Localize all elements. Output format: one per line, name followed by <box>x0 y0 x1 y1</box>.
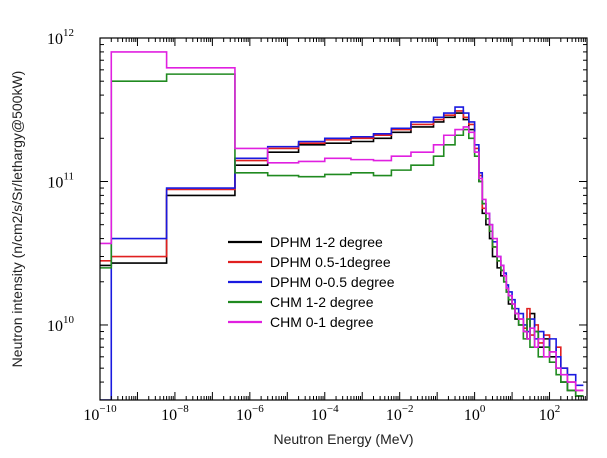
y-axis-label: Neutron intensity (n/cm2/s/Sr/lethargy@5… <box>9 71 25 368</box>
legend-label: DPHM 0-0.5 degree <box>270 274 395 290</box>
x-tick-label: 100 <box>464 403 486 424</box>
series-line-5 <box>100 51 584 392</box>
series-layer <box>100 51 584 400</box>
y-tick-label: 1011 <box>47 170 74 191</box>
x-tick-label: 10−6 <box>236 403 264 424</box>
legend-label: CHM 0-1 degree <box>270 314 374 330</box>
y-tick-label: 1012 <box>47 27 74 48</box>
legend-label: CHM 1-2 degree <box>270 294 374 310</box>
plot-frame <box>99 37 588 401</box>
x-tick-label: 10−8 <box>161 403 189 424</box>
x-axis-label: Neutron Energy (MeV) <box>273 431 413 447</box>
y-tick-label: 1010 <box>47 314 75 335</box>
x-tick-label: 102 <box>539 403 561 424</box>
x-tick-label: 10−4 <box>311 403 339 424</box>
x-tick-label: 10−2 <box>386 403 414 424</box>
ticks-layer: 10−10 10−8 10−6 10−4 10−2 100 102 1010 1011 1012 <box>47 27 588 424</box>
legend: DPHM 1-2 degree DPHM 0.5-1degree DPHM 0-0.… <box>228 234 395 330</box>
legend-label: DPHM 0.5-1degree <box>270 254 391 270</box>
legend-label: DPHM 1-2 degree <box>270 234 383 250</box>
x-tick-label: 10−10 <box>83 403 117 424</box>
